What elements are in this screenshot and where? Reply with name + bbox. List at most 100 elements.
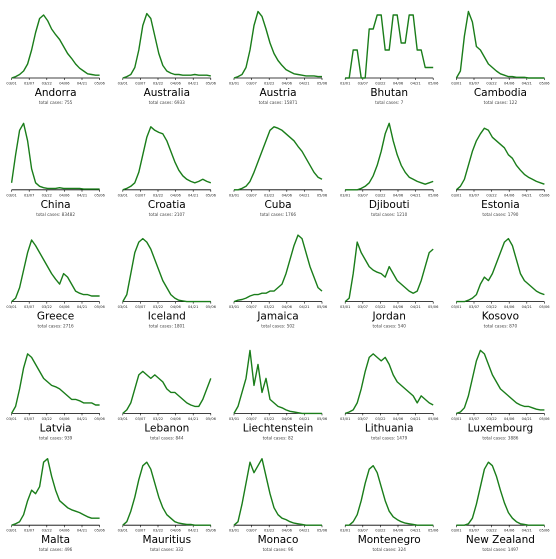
x-tick-label: 04/21 (299, 529, 309, 533)
x-tick-label: 05/06 (94, 529, 105, 533)
x-tick-label: 03/22 (42, 193, 52, 197)
series-line (10, 122, 100, 190)
x-tick-label: 03/07 (358, 417, 368, 421)
x-tick-label: 03/07 (469, 193, 479, 197)
x-tick-label: 03/01 (340, 417, 350, 421)
subplot-montenegro: 03/01 03/07 03/22 04/06 04/21 05/06 Montenegro… (340, 465, 439, 552)
subplot-jordan: 03/01 03/07 03/22 04/06 04/21 05/06 Jordantota… (340, 241, 439, 329)
x-tick-label: 03/07 (246, 529, 256, 533)
x-tick-label: 03/07 (358, 305, 368, 309)
x-tick-label: 04/06 (393, 193, 404, 197)
x-tick-label: 03/01 (229, 193, 239, 197)
subplot-title: New Zealand (466, 534, 535, 546)
x-tick-label: 04/21 (77, 305, 87, 309)
x-tick-label: 05/06 (539, 305, 550, 309)
x-tick-label: 03/07 (469, 529, 479, 533)
subplot-australia: 03/01 03/07 03/22 04/06 04/21 05/06 Australiat… (118, 12, 217, 105)
subplot-title: Iceland (148, 311, 186, 323)
x-tick-label: 05/06 (206, 305, 217, 309)
subplot-china: 03/01 03/07 03/22 04/06 04/21 05/06 Chinatotal… (6, 122, 105, 217)
subplot-title: China (41, 199, 71, 211)
subplot-title: Jamaica (256, 311, 298, 323)
subplot-title: Cambodia (474, 87, 527, 99)
x-tick-label: 04/21 (188, 417, 198, 421)
x-tick-label: 03/22 (264, 305, 274, 309)
subplot-title: Monaco (258, 534, 299, 546)
subplot-andorra: 03/01 03/07 03/22 04/06 04/21 05/06 Andorratot… (6, 14, 105, 105)
x-tick-label: 03/22 (153, 529, 163, 533)
subplot-title: Greece (37, 311, 74, 323)
x-tick-label: 04/06 (282, 82, 293, 86)
x-tick-label: 03/01 (451, 529, 461, 533)
subplot-title: Lebanon (144, 422, 189, 434)
x-tick-label: 04/06 (59, 305, 70, 309)
x-tick-label: 03/07 (135, 82, 145, 86)
subplot-subtitle: total cases: 939 (39, 435, 73, 440)
x-tick-label: 05/06 (428, 417, 439, 421)
subplot-title: Montenegro (358, 534, 421, 546)
x-tick-label: 03/01 (6, 193, 16, 197)
subplot-lithuania: 03/01 03/07 03/22 04/06 04/21 05/06 Lithuaniat… (340, 353, 439, 440)
subplot-title: Latvia (40, 422, 72, 434)
subplot-title: Croatia (148, 199, 186, 211)
x-tick-label: 03/01 (451, 193, 461, 197)
x-tick-label: 03/22 (486, 305, 496, 309)
series-line (234, 126, 323, 191)
subplot-title: Djibouti (369, 199, 410, 211)
x-tick-label: 04/06 (393, 417, 404, 421)
subplot-title: Mauritius (143, 534, 192, 546)
subplot-subtitle: total cases: 82 (263, 435, 294, 440)
x-tick-label: 04/06 (282, 193, 293, 197)
x-tick-label: 03/07 (24, 82, 34, 86)
x-tick-label: 03/07 (135, 305, 145, 309)
x-tick-label: 03/22 (153, 417, 163, 421)
x-tick-label: 04/21 (410, 529, 420, 533)
x-tick-label: 04/21 (299, 193, 309, 197)
subplot-luxembourg: 03/01 03/07 03/22 04/06 04/21 05/06 Luxembourg… (451, 349, 550, 440)
series-line (122, 461, 211, 526)
x-tick-label: 04/06 (59, 193, 70, 197)
x-tick-label: 04/21 (522, 417, 532, 421)
series-line (11, 14, 100, 79)
subplot-new-zealand: 03/01 03/07 03/22 04/06 04/21 05/06 New Zealan… (451, 461, 550, 552)
x-tick-label: 04/21 (299, 305, 309, 309)
x-tick-label: 05/06 (317, 193, 328, 197)
x-tick-label: 03/07 (358, 529, 368, 533)
series-line (456, 461, 545, 526)
x-tick-label: 04/06 (170, 417, 181, 421)
x-tick-label: 03/01 (118, 82, 128, 86)
x-tick-label: 04/06 (504, 305, 515, 309)
x-tick-label: 03/07 (24, 305, 34, 309)
x-tick-label: 03/01 (6, 82, 16, 86)
series-line (122, 370, 212, 414)
x-tick-label: 04/21 (299, 417, 309, 421)
series-line (122, 126, 212, 191)
series-line (344, 353, 434, 415)
x-tick-label: 03/07 (358, 193, 368, 197)
x-tick-label: 04/06 (59, 529, 70, 533)
subplot-title: Liechtenstein (243, 422, 314, 434)
x-tick-label: 04/21 (410, 305, 420, 309)
subplot-subtitle: total cases: 1801 (149, 324, 185, 329)
x-tick-label: 05/06 (317, 529, 328, 533)
subplot-subtitle: total cases: 755 (39, 100, 73, 105)
subplot-title: Luxembourg (468, 422, 533, 434)
series-line (345, 14, 434, 79)
x-tick-label: 04/21 (410, 82, 420, 86)
x-tick-label: 04/06 (170, 529, 181, 533)
x-tick-label: 05/06 (206, 82, 217, 86)
x-tick-label: 03/01 (118, 417, 128, 421)
subplot-subtitle: total cases: 1766 (260, 212, 296, 217)
x-tick-label: 03/22 (486, 193, 496, 197)
x-tick-label: 05/06 (428, 82, 439, 86)
x-tick-label: 03/01 (340, 305, 350, 309)
x-tick-label: 04/21 (299, 82, 309, 86)
subplot-subtitle: total cases: 96 (263, 547, 294, 552)
series-line (122, 12, 211, 79)
x-tick-label: 05/06 (428, 193, 439, 197)
subplot-subtitle: total cases: 83482 (36, 212, 75, 217)
x-tick-label: 03/22 (42, 305, 52, 309)
x-tick-label: 04/21 (77, 82, 87, 86)
series-line (233, 10, 322, 79)
subplot-subtitle: total cases: 870 (484, 324, 518, 329)
